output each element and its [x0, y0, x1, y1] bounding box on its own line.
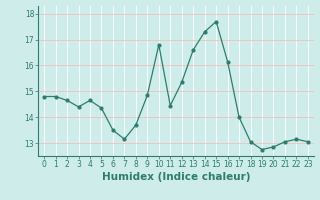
X-axis label: Humidex (Indice chaleur): Humidex (Indice chaleur)	[102, 172, 250, 182]
